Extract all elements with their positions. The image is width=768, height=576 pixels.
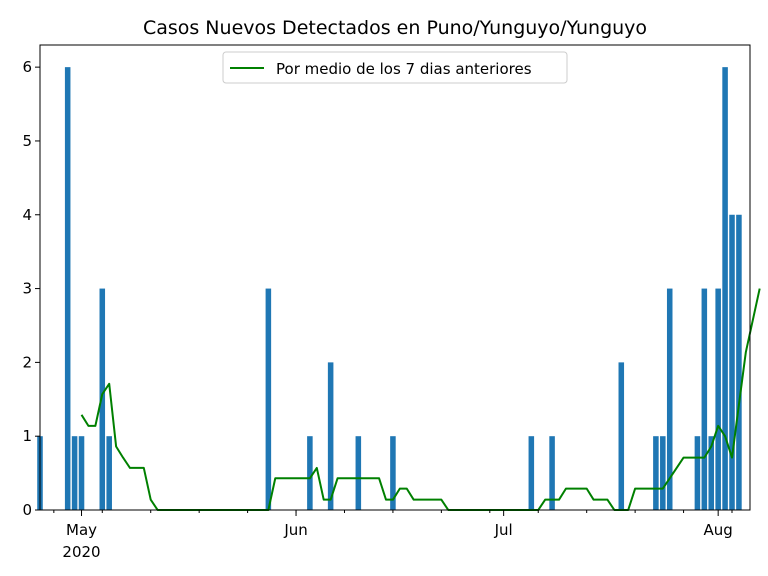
bar-21 [722, 67, 728, 511]
y-tick-label-5: 5 [22, 132, 32, 150]
legend-box [222, 51, 568, 84]
y-tick-label-3: 3 [22, 280, 32, 298]
bars-group [37, 67, 742, 511]
bar-6 [265, 288, 272, 510]
axes-frame [39, 44, 751, 511]
legend-label: Por medio de los 7 dias anteriores [276, 60, 532, 78]
bar-16 [666, 288, 673, 510]
bar-2 [71, 436, 78, 510]
y-tick-label-6: 6 [22, 58, 32, 76]
bar-11 [528, 436, 535, 510]
bar-10 [390, 436, 396, 510]
bar-3 [78, 436, 85, 510]
y-tick-label-2: 2 [22, 353, 32, 371]
y-tick-label-1: 1 [22, 427, 32, 445]
bar-18 [701, 288, 708, 510]
bar-22 [729, 214, 735, 510]
legend: Por medio de los 7 dias anteriores [222, 51, 568, 84]
bar-8 [327, 362, 334, 510]
x-tick-label-1: Jun [283, 521, 307, 539]
bar-23 [736, 214, 742, 510]
bar-20 [715, 288, 721, 510]
y-tick-label-0: 0 [22, 501, 32, 519]
bar-7 [307, 436, 313, 510]
chart-title: Casos Nuevos Detectados en Puno/Yunguyo/… [143, 17, 647, 39]
x-tick-label-0: May [66, 521, 97, 539]
bar-15 [660, 436, 666, 510]
bar-13 [618, 362, 625, 510]
bar-4 [99, 288, 106, 510]
x-tick-label-3: Aug [704, 521, 733, 539]
bar-14 [653, 436, 659, 510]
x-tick-sublabel-0: 2020 [62, 543, 100, 561]
bar-17 [694, 436, 701, 510]
bar-5 [106, 436, 112, 510]
bar-19 [708, 436, 715, 510]
bar-9 [355, 436, 362, 510]
bar-1 [64, 67, 71, 511]
x-tick-label-2: Jul [494, 521, 513, 539]
axes-group: 0 1 2 3 4 5 6 May 2020 Jun Jul Aug [22, 44, 751, 561]
y-tick-label-4: 4 [22, 206, 32, 224]
bar-12 [549, 436, 555, 510]
